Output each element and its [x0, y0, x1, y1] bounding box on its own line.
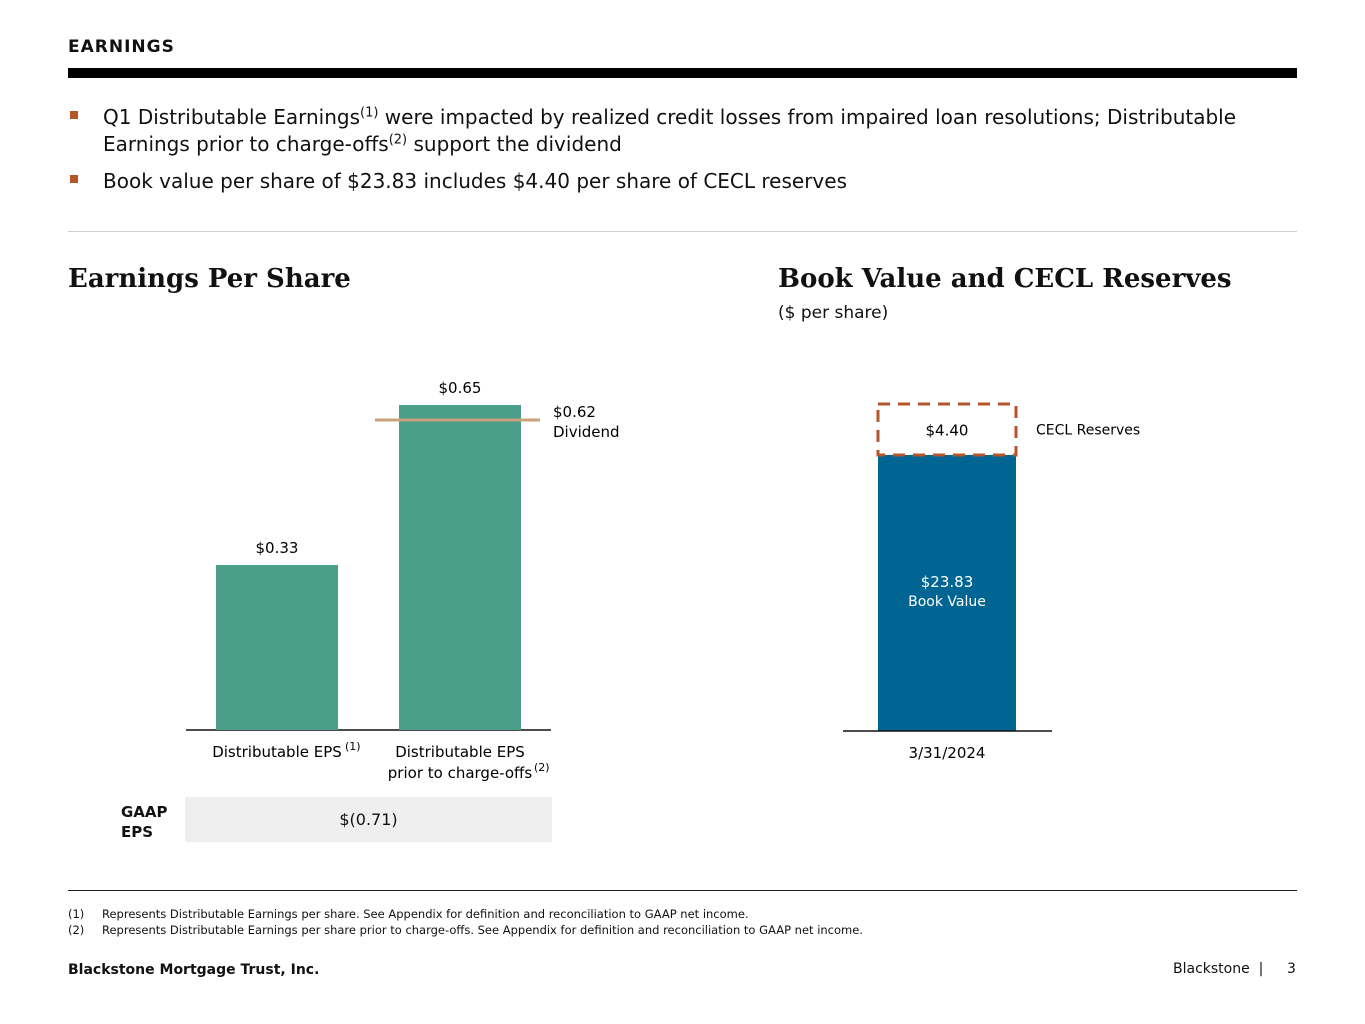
eps-bar-value-label-1: $0.33	[256, 539, 299, 557]
bullet-square-icon	[70, 175, 78, 183]
footnote-rule	[68, 890, 1297, 891]
cecl-series-label: CECL Reserves	[1036, 422, 1140, 438]
section-divider	[68, 231, 1297, 232]
book-value-category-label: 3/31/2024	[909, 744, 986, 762]
gaap-eps-value: $(0.71)	[185, 797, 552, 842]
eps-category-label-2-line-1: Distributable EPS	[395, 743, 525, 761]
book-value-chart-title: Book Value and CECL Reserves	[778, 264, 1232, 294]
eps-bar-1	[216, 565, 338, 730]
eps-category-label-1-line-1: Distributable EPS	[212, 743, 342, 761]
company-name: Blackstone Mortgage Trust, Inc.	[68, 962, 320, 978]
section-title: EARNINGS	[68, 37, 175, 57]
gaap-eps-label: GAAP EPS	[121, 803, 168, 841]
bullet-1-text: Q1 Distributable Earnings(1) were impact…	[103, 105, 1237, 156]
page-number: 3	[1287, 961, 1296, 977]
bullet-square-icon	[70, 111, 78, 119]
eps-category-label-2-line-2: prior to charge-offs	[388, 764, 533, 782]
book-value-bar	[878, 454, 1016, 731]
bullet-2-text: Book value per share of $23.83 includes …	[103, 169, 847, 193]
dividend-text-label: Dividend	[553, 423, 620, 441]
eps-category-sup-1: (1)	[345, 740, 361, 753]
book-value-series-label: Book Value	[908, 594, 986, 610]
book-value-chart-subtitle: ($ per share)	[778, 303, 889, 323]
title-rule	[68, 68, 1297, 78]
eps-chart: $0.33 $0.65 $0.62 Dividend Distributable EPS…	[186, 379, 620, 782]
brand-name: Blackstone |	[1173, 961, 1264, 977]
eps-bar-value-label-2: $0.65	[439, 379, 482, 397]
book-value-chart: $4.40 CECL Reserves $23.83 Book Value 3/31/2…	[843, 402, 1140, 762]
eps-chart-title: Earnings Per Share	[68, 264, 351, 294]
cecl-value-label: $4.40	[926, 421, 969, 439]
book-value-value-label: $23.83	[921, 573, 974, 591]
cecl-reserves-bar	[876, 402, 1018, 457]
eps-category-sup-2: (2)	[534, 761, 550, 774]
dividend-value-label: $0.62	[553, 403, 596, 421]
eps-bar-2	[399, 405, 521, 730]
